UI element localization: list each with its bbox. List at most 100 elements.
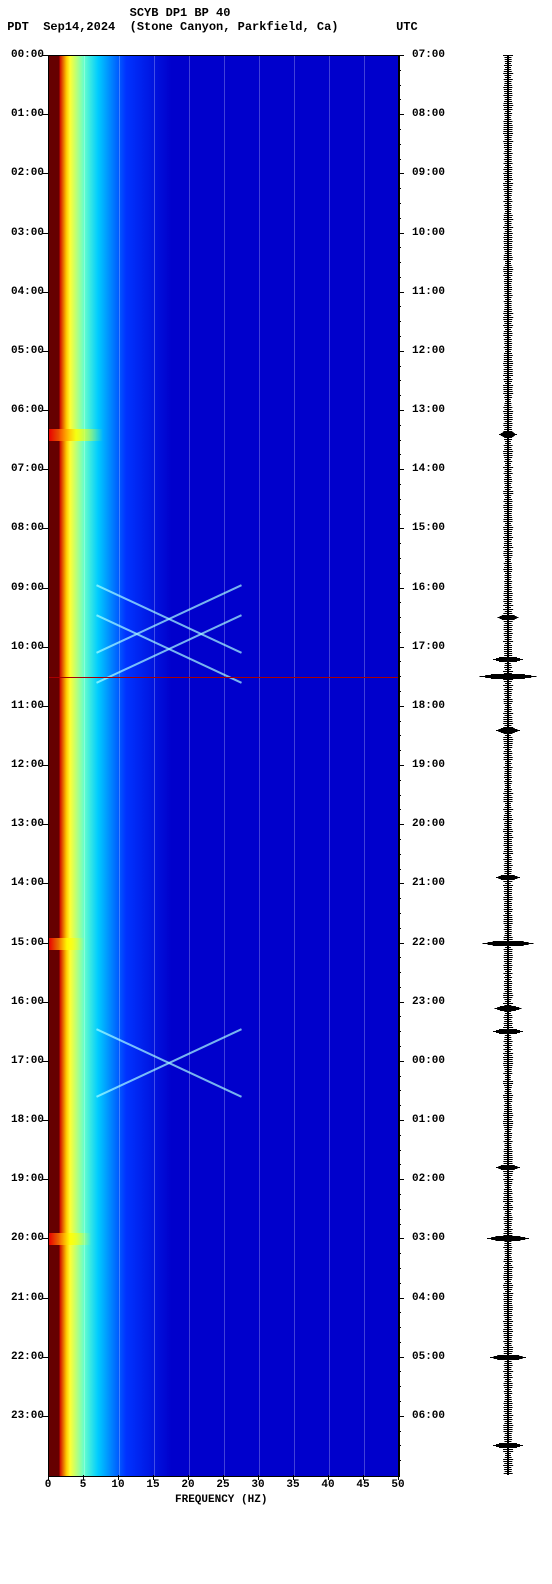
x-tick-label: 35 — [283, 1479, 303, 1491]
waveform-noise — [503, 1121, 513, 1122]
waveform-noise — [504, 361, 513, 362]
waveform-noise — [505, 117, 511, 118]
right-hour-label: 10:00 — [412, 227, 445, 239]
waveform-noise — [503, 1347, 513, 1348]
left-tick-mark — [42, 824, 48, 825]
waveform-noise — [504, 1289, 512, 1290]
waveform-noise — [504, 1307, 513, 1308]
waveform-noise — [504, 1301, 512, 1302]
grid-line — [224, 56, 225, 1476]
right-minor-tick — [398, 277, 401, 278]
waveform-noise — [504, 1101, 512, 1102]
right-minor-tick — [398, 1386, 401, 1387]
waveform-noise — [504, 115, 511, 116]
waveform-noise — [505, 1001, 511, 1002]
waveform-noise — [505, 305, 512, 306]
waveform-noise — [504, 281, 512, 282]
left-hour-label: 18:00 — [0, 1114, 44, 1126]
waveform-noise — [503, 407, 512, 408]
waveform-noise — [504, 811, 511, 812]
waveform-noise — [503, 507, 512, 508]
left-tick-mark — [42, 469, 48, 470]
waveform-noise — [503, 335, 512, 336]
right-minor-tick — [398, 1164, 401, 1165]
x-tick-label: 5 — [73, 1479, 93, 1491]
waveform-noise — [505, 297, 512, 298]
waveform-noise — [504, 789, 512, 790]
left-tick-mark — [42, 706, 48, 707]
waveform-panel — [478, 55, 538, 1475]
waveform-noise — [503, 387, 512, 388]
waveform-noise — [504, 417, 513, 418]
left-tick-mark — [42, 351, 48, 352]
waveform-noise — [505, 401, 511, 402]
waveform-noise — [505, 1421, 512, 1422]
waveform-noise — [503, 1003, 513, 1004]
waveform-noise — [505, 299, 511, 300]
waveform-noise — [505, 583, 512, 584]
left-hour-label: 10:00 — [0, 641, 44, 653]
waveform-noise — [504, 1411, 512, 1412]
waveform-noise — [504, 195, 512, 196]
waveform-noise — [503, 995, 513, 996]
right-minor-tick — [398, 795, 401, 796]
waveform-noise — [504, 359, 512, 360]
waveform-noise — [503, 685, 513, 686]
waveform-noise — [504, 667, 512, 668]
waveform-noise — [504, 1125, 513, 1126]
waveform-noise — [505, 931, 512, 932]
waveform-noise — [504, 1217, 513, 1218]
right-minor-tick — [398, 306, 401, 307]
waveform-noise — [504, 445, 513, 446]
waveform-noise — [504, 1173, 513, 1174]
waveform-noise — [505, 883, 511, 884]
waveform-noise — [504, 1193, 513, 1194]
waveform-noise — [504, 1183, 512, 1184]
waveform-noise — [503, 317, 513, 318]
left-hour-label: 12:00 — [0, 759, 44, 771]
waveform-noise — [505, 465, 511, 466]
waveform-noise — [503, 385, 513, 386]
waveform-noise — [505, 67, 511, 68]
waveform-noise — [504, 167, 512, 168]
waveform-noise — [504, 575, 511, 576]
waveform-noise — [505, 337, 511, 338]
right-minor-tick — [398, 602, 401, 603]
waveform-noise — [504, 701, 513, 702]
waveform-noise — [504, 1393, 512, 1394]
waveform-noise — [504, 901, 511, 902]
waveform-noise — [504, 983, 512, 984]
waveform-noise — [504, 545, 512, 546]
right-minor-tick — [398, 854, 401, 855]
waveform-noise — [504, 371, 513, 372]
event-burst — [49, 1233, 91, 1245]
waveform-noise — [504, 869, 512, 870]
waveform-noise — [504, 621, 513, 622]
waveform-noise — [503, 819, 513, 820]
waveform-noise — [505, 783, 512, 784]
waveform-noise — [505, 765, 511, 766]
right-tick-mark — [398, 943, 404, 944]
waveform-noise — [504, 147, 512, 148]
waveform-noise — [504, 551, 513, 552]
x-tick-mark — [363, 1475, 364, 1480]
x-axis-label: FREQUENCY (HZ) — [175, 1494, 267, 1506]
waveform-noise — [504, 759, 513, 760]
grid-line — [84, 56, 85, 1476]
right-minor-tick — [398, 1031, 401, 1032]
waveform-noise — [504, 681, 512, 682]
waveform-noise — [504, 495, 511, 496]
waveform-noise — [505, 933, 512, 934]
waveform-noise — [505, 763, 512, 764]
waveform-noise — [504, 187, 511, 188]
right-tz: UTC — [396, 20, 418, 34]
right-tick-mark — [398, 1416, 404, 1417]
waveform-noise — [503, 183, 513, 184]
waveform-noise — [503, 1017, 512, 1018]
waveform-noise — [505, 573, 511, 574]
waveform-noise — [504, 929, 512, 930]
waveform-noise — [504, 151, 511, 152]
right-tick-mark — [398, 528, 404, 529]
waveform-noise — [504, 213, 511, 214]
waveform-noise — [504, 1039, 511, 1040]
